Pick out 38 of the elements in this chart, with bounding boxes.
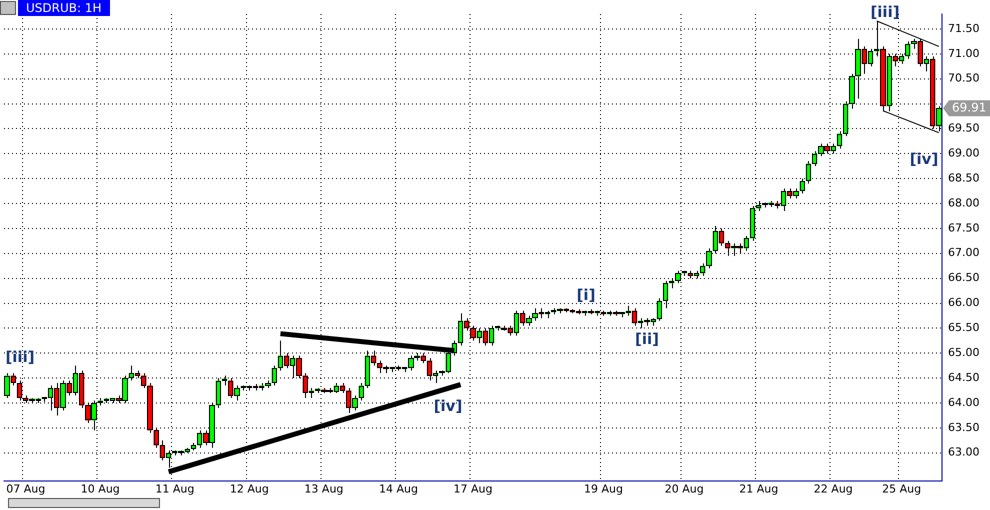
x-tick-label: 21 Aug [739, 482, 778, 496]
x-tick-label: 07 Aug [6, 482, 46, 496]
y-tick-label: 70.50 [948, 72, 980, 85]
y-tick-label: 63.50 [948, 420, 980, 434]
x-tick-label: 12 Aug [230, 482, 269, 496]
y-tick-label: 68.50 [948, 171, 980, 184]
annotation: [iii] [870, 2, 900, 21]
text: 69.91 [952, 100, 986, 114]
annotation: [iv] [434, 396, 462, 415]
candlestick [272, 365, 277, 386]
y-tick-label: 68.00 [948, 196, 980, 210]
annotation: [iii] [5, 348, 35, 366]
x-tick-label: 25 Aug [882, 482, 922, 496]
chart-title: USDRUB: 1H [18, 0, 110, 16]
annotation: [i] [576, 286, 596, 304]
y-tick-label: 66.00 [948, 296, 980, 310]
y-tick-label: 67.50 [948, 221, 980, 234]
x-tick-label: 10 Aug [80, 482, 120, 496]
annotation: [ii] [635, 330, 659, 348]
annotation: [iv] [910, 150, 938, 168]
x-tick-label: 11 Aug [155, 482, 194, 496]
x-tick-label: 17 Aug [454, 482, 492, 496]
y-tick-label: 64.00 [948, 396, 980, 409]
x-tick-label: 20 Aug [664, 482, 704, 496]
y-tick-label: 66.50 [948, 271, 980, 284]
y-tick-label: 65.50 [948, 321, 980, 334]
y-tick-label: 71.50 [948, 22, 980, 35]
y-tick-label: 67.00 [948, 246, 980, 260]
y-tick-label: 63.00 [948, 446, 980, 459]
y-tick-label: 65.00 [948, 346, 980, 359]
x-tick-label: 22 Aug [814, 482, 853, 496]
x-tick-label: 19 Aug [584, 482, 623, 496]
y-tick-label: 71.00 [948, 46, 980, 60]
y-tick-label: 69.00 [948, 146, 980, 160]
x-tick-label: 14 Aug [378, 482, 418, 496]
y-tick-label: 64.50 [948, 370, 980, 384]
y-tick-label: 69.50 [948, 122, 980, 135]
x-tick-label: 13 Aug [304, 482, 344, 496]
